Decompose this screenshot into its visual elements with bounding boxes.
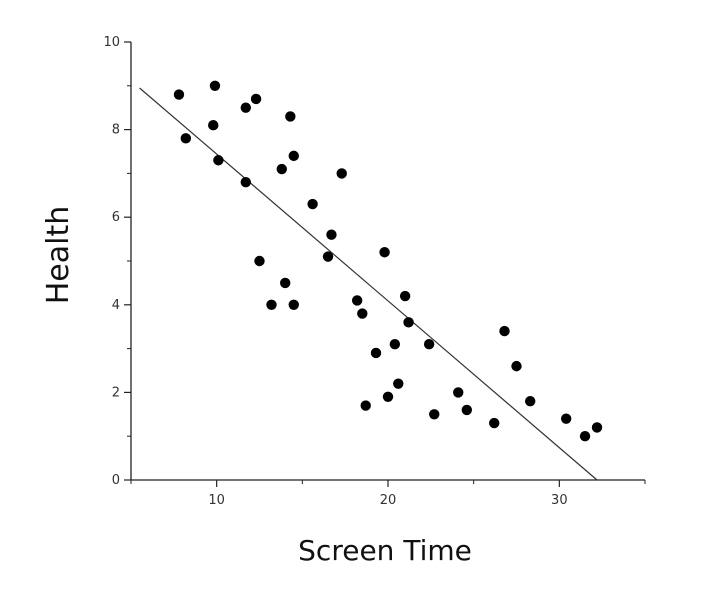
data-point (213, 155, 224, 166)
data-point (240, 176, 251, 188)
data-point (322, 251, 334, 262)
y-tick-label: 10 (103, 35, 120, 50)
data-point (173, 89, 185, 100)
data-point (461, 404, 473, 416)
y-tick-label: 0 (112, 473, 120, 488)
x-tick-label: 30 (551, 493, 568, 508)
y-tick-label: 2 (112, 385, 120, 400)
data-point (351, 295, 363, 306)
data-points (173, 80, 603, 442)
trendline (139, 87, 598, 481)
data-point (254, 255, 265, 267)
data-point (288, 299, 299, 310)
data-point (403, 317, 414, 328)
data-point (389, 339, 401, 350)
data-point (511, 360, 522, 372)
data-point (393, 378, 404, 389)
data-point (560, 413, 572, 424)
data-point (423, 339, 435, 350)
data-point (180, 133, 192, 144)
data-point (250, 93, 262, 105)
data-point (288, 150, 299, 162)
data-point (276, 163, 287, 175)
x-tick-label: 20 (380, 493, 397, 508)
data-point (499, 325, 510, 337)
data-point (307, 198, 318, 210)
data-point (591, 422, 603, 433)
data-point (525, 395, 536, 407)
data-point (336, 168, 347, 179)
data-point (399, 290, 411, 302)
ticks: 0 2 4 6 8 10 10 20 30 (103, 35, 646, 508)
x-tick-label: 10 (208, 493, 225, 508)
trendline-group (139, 87, 598, 481)
data-point (360, 400, 371, 411)
data-point (379, 247, 390, 258)
y-tick-label: 6 (112, 210, 120, 225)
data-point (429, 409, 440, 420)
data-point (209, 80, 221, 92)
y-axis-title: Health (41, 206, 76, 305)
data-point (266, 299, 277, 310)
data-point (579, 431, 591, 442)
data-point (280, 277, 291, 289)
data-point (453, 387, 464, 398)
data-point (370, 347, 382, 359)
data-point (357, 308, 368, 319)
y-tick-label: 8 (112, 123, 120, 138)
x-axis-title: Screen Time (298, 534, 472, 567)
y-tick-label: 4 (112, 298, 120, 313)
data-point (208, 120, 219, 131)
data-point (326, 229, 337, 240)
data-point (382, 391, 394, 402)
data-point (240, 102, 251, 113)
data-point (285, 111, 296, 122)
data-point (489, 417, 500, 429)
